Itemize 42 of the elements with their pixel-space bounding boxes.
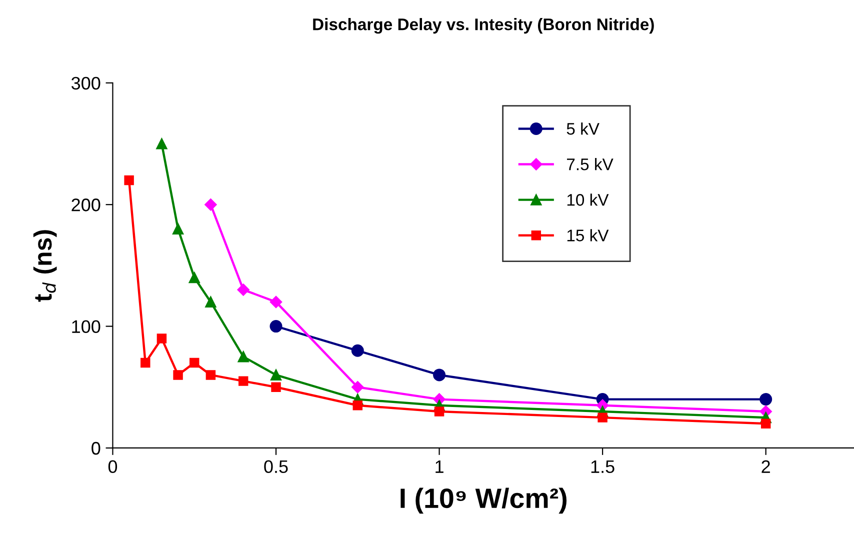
x-tick-label: 1 <box>436 460 444 473</box>
legend-label: 15 kV <box>567 229 609 242</box>
point <box>434 406 444 416</box>
point <box>190 358 200 368</box>
point <box>124 175 134 186</box>
point <box>270 296 282 308</box>
point <box>173 370 183 380</box>
y-tick-label: 0 <box>92 442 100 455</box>
point <box>433 368 446 382</box>
point <box>351 344 364 357</box>
point <box>238 376 248 386</box>
legend-label: 5 kV <box>566 122 600 135</box>
point <box>352 381 364 394</box>
point <box>271 382 281 392</box>
x-tick-label: 0 <box>108 460 118 474</box>
point <box>206 370 216 380</box>
y-tick-label: 300 <box>71 76 100 90</box>
point <box>352 400 363 410</box>
x-tick-label: 0.5 <box>264 460 288 474</box>
legend-label: 10 kV <box>567 194 609 206</box>
point <box>204 198 217 211</box>
legend-label: 7.5 kV <box>567 158 614 170</box>
point <box>238 351 249 362</box>
point <box>270 320 282 333</box>
point <box>140 358 150 368</box>
y-axis-title: t$_{d}$ (ns) <box>33 230 57 302</box>
x-axis-title: I (10⁹ W/cm²) <box>400 488 567 514</box>
point <box>237 284 250 296</box>
point <box>156 138 168 150</box>
point <box>760 393 772 406</box>
y-tick-label: 200 <box>72 198 100 212</box>
x-tick-label: 1.5 <box>591 460 614 474</box>
point <box>598 412 608 422</box>
point <box>188 272 200 284</box>
point <box>760 418 771 429</box>
point <box>156 334 167 344</box>
point <box>270 369 282 381</box>
point <box>172 223 184 234</box>
x-tick-label: 2 <box>762 460 770 473</box>
y-tick-label: 100 <box>72 320 100 334</box>
chart-title: Discharge Delay vs. Intesity (Boron Nitride) <box>313 18 654 34</box>
point <box>205 296 216 308</box>
